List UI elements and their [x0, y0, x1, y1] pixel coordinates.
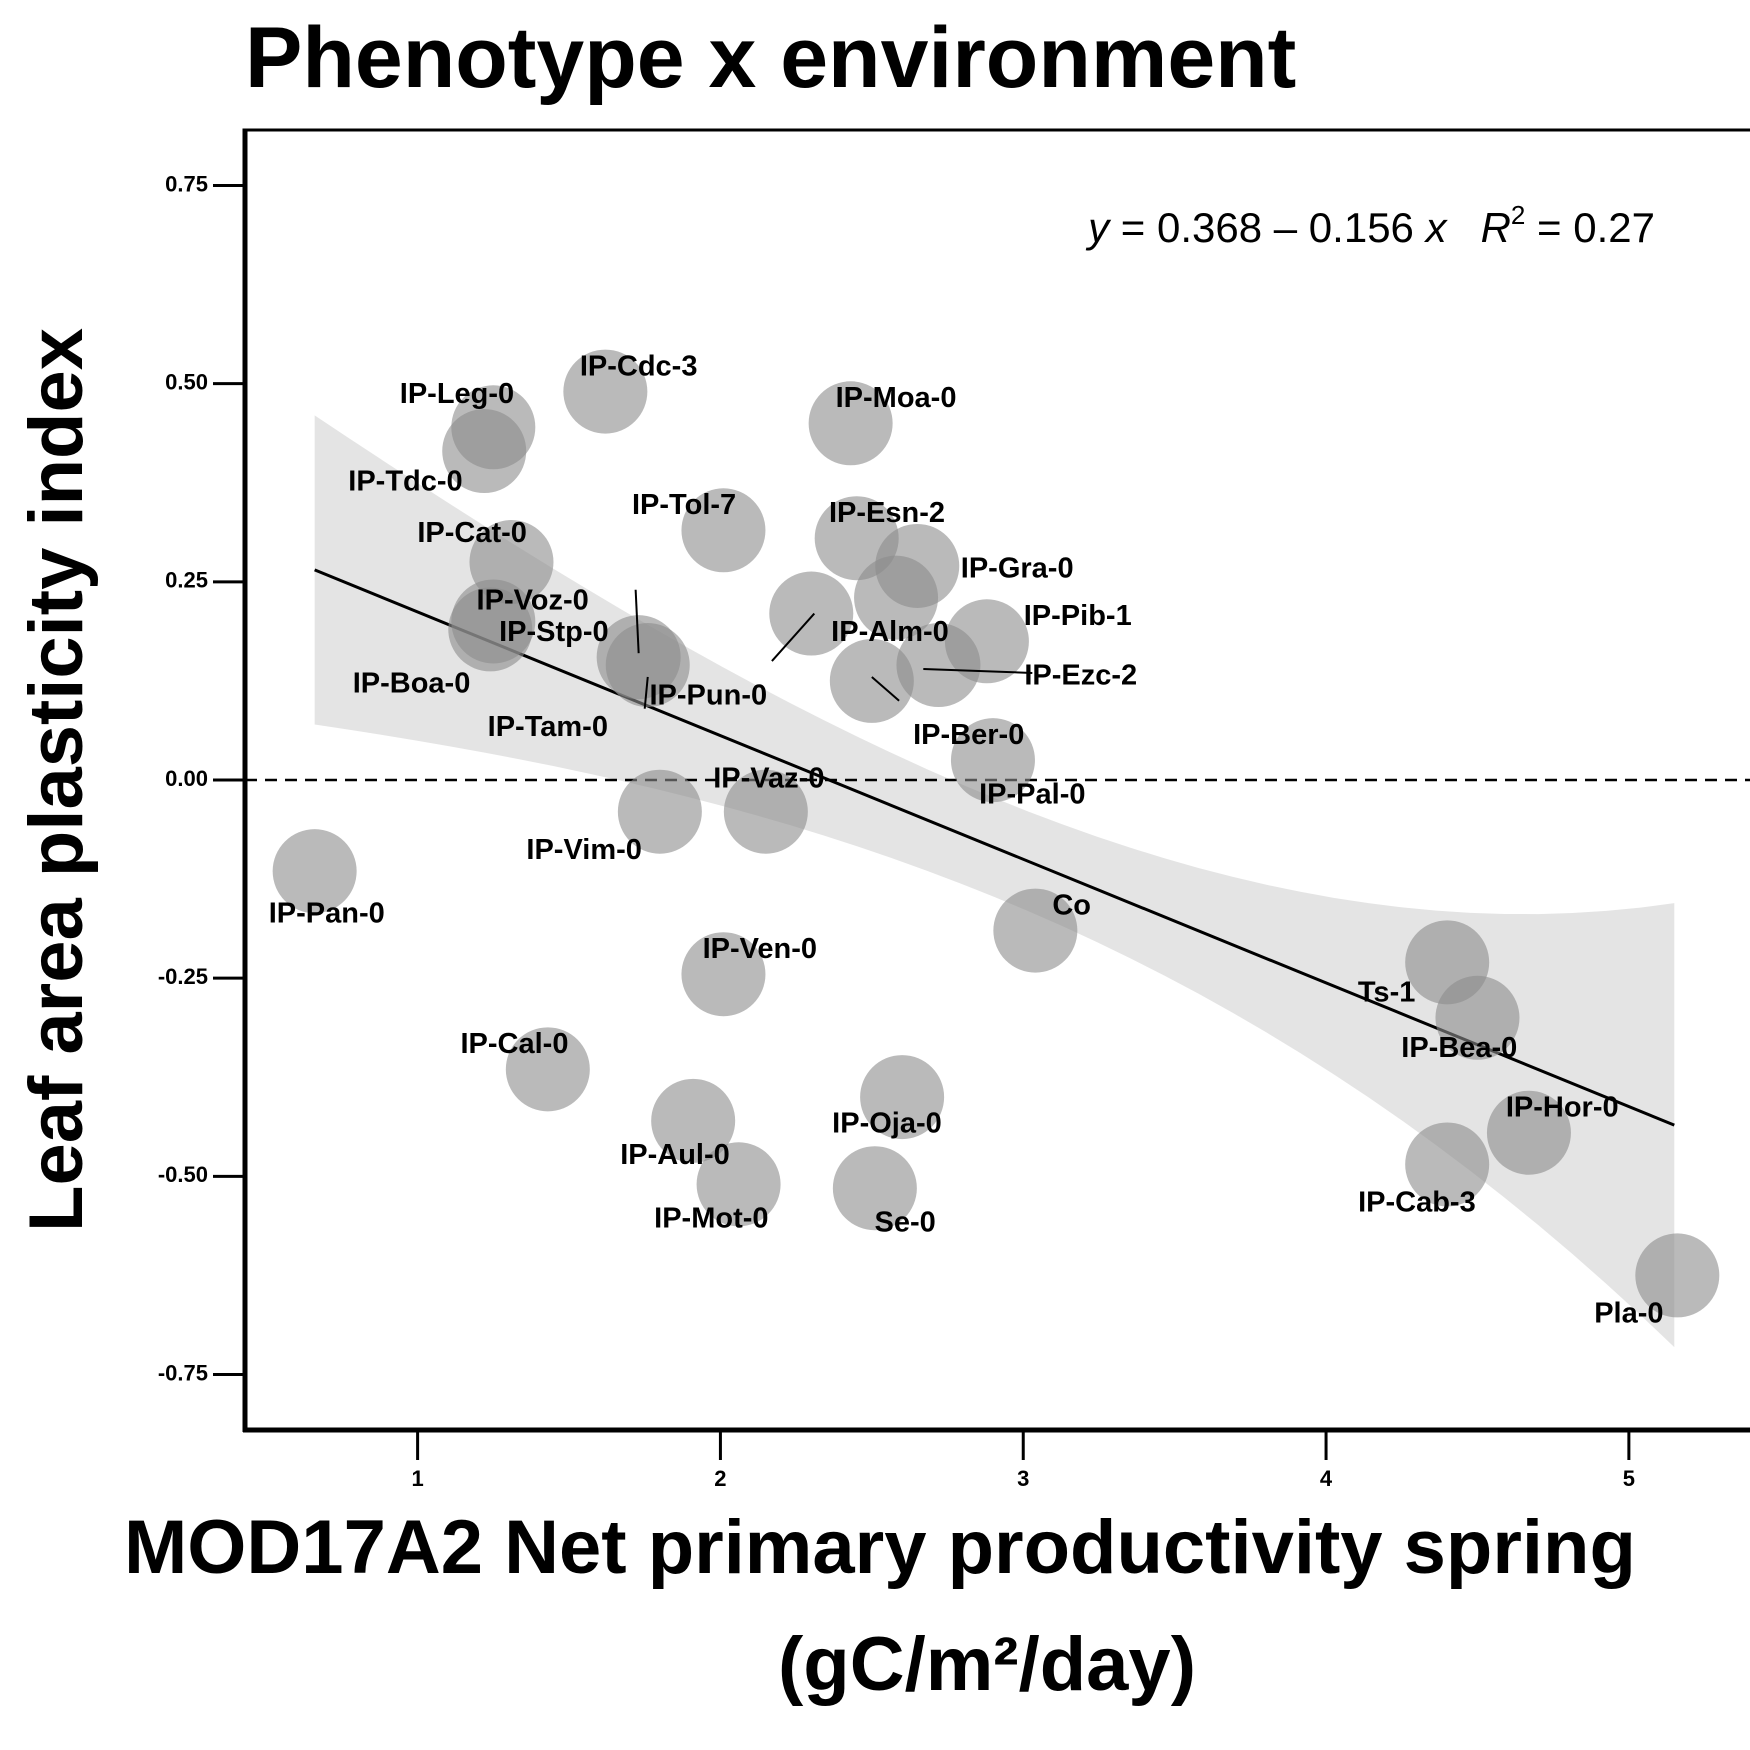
point-ip-bea-0: [1435, 975, 1520, 1060]
point-ip-oja-0: [860, 1055, 945, 1140]
x-tick-label: 2: [714, 1466, 726, 1491]
label-ip-cal-0: IP-Cal-0: [461, 1028, 569, 1060]
y-axis-title: Leaf area plasticity index: [14, 328, 99, 1232]
equation-var: x: [1424, 204, 1449, 251]
label-ip-mot-0: IP-Mot-0: [654, 1203, 768, 1235]
label-ip-pan-0: IP-Pan-0: [269, 897, 385, 929]
point-ip-boa-0: [451, 579, 536, 664]
point-ip-alm-0: [854, 555, 939, 640]
r2-superscript: 2: [1511, 200, 1525, 230]
point-ip-aul-0: [651, 1078, 736, 1163]
leader-line: [871, 676, 900, 702]
axes: 0.75 0.50 0.25 0.00 -0.25 -0.50 -0.75 1 2 3 4 5: [158, 128, 1750, 1491]
label-ip-bea-0: IP-Bea-0: [1401, 1032, 1517, 1064]
point-ip-cal-0: [505, 1027, 590, 1112]
label-ip-aul-0: IP-Aul-0: [620, 1139, 730, 1171]
y-tick-label: 0.00: [165, 766, 208, 791]
label-ip-gra-0: IP-Gra-0: [961, 553, 1074, 585]
point-ip-pal-0: [950, 718, 1035, 803]
leader-line: [643, 676, 649, 709]
x-tick-label: 4: [1320, 1466, 1333, 1491]
x-tick-label: 1: [411, 1466, 423, 1491]
point-ip-ven-0: [681, 932, 766, 1017]
label-ip-leg-0: IP-Leg-0: [400, 378, 514, 410]
label-ip-tdc-0: IP-Tdc-0: [348, 465, 462, 497]
y-tick-label: 0.25: [165, 568, 208, 593]
leader-line: [923, 668, 1033, 674]
point-ip-mot-0: [696, 1142, 781, 1227]
label-ip-vaz-0: IP-Vaz-0: [713, 763, 824, 795]
label-ip-esn-2: IP-Esn-2: [829, 497, 945, 529]
point-ip-ber-0: [829, 638, 914, 723]
y-tick-label: -0.50: [158, 1162, 208, 1187]
label-pla-0: Pla-0: [1594, 1298, 1663, 1330]
label-ts-1: Ts-1: [1358, 977, 1415, 1009]
point-ip-vaz-0: [723, 769, 808, 854]
equation-lhs: y: [1085, 204, 1112, 251]
label-ip-ezc-2: IP-Ezc-2: [1024, 660, 1137, 692]
label-ip-hor-0: IP-Hor-0: [1506, 1092, 1619, 1124]
point-ip-pan-0: [272, 829, 357, 914]
label-co: Co: [1052, 889, 1091, 921]
x-tick-label: 5: [1623, 1466, 1635, 1491]
y-tick-label: -0.25: [158, 964, 208, 989]
x-axis-title: MOD17A2 Net primary productivity spring: [124, 1505, 1636, 1590]
label-ip-stp-0: IP-Stp-0: [499, 616, 609, 648]
label-ip-boa-0: IP-Boa-0: [353, 668, 471, 700]
label-ip-voz-0: IP-Voz-0: [477, 584, 589, 616]
point-ip-ezc-2: [896, 623, 981, 708]
label-ip-pun-0: IP-Pun-0: [649, 679, 767, 711]
label-ip-pal-0: IP-Pal-0: [979, 779, 1085, 811]
point-ip-moa-0: [808, 381, 893, 466]
point-ip-cdc-3: [563, 349, 648, 434]
label-ip-alm-0: IP-Alm-0: [831, 616, 949, 648]
label-ip-pib-1: IP-Pib-1: [1024, 600, 1132, 632]
label-ip-ber-0: IP-Ber-0: [913, 719, 1024, 751]
label-ip-moa-0: IP-Moa-0: [836, 382, 957, 414]
label-ip-cab-3: IP-Cab-3: [1358, 1187, 1476, 1219]
regression-equation: y = 0.368 – 0.156 x R2 = 0.27: [1085, 200, 1655, 251]
point-ip-vim-0: [617, 769, 702, 854]
label-ip-cdc-3: IP-Cdc-3: [580, 350, 698, 382]
label-se-0: Se-0: [875, 1207, 936, 1239]
label-ip-oja-0: IP-Oja-0: [832, 1107, 942, 1139]
chart-title: Phenotype x environment: [245, 10, 1296, 106]
r2-value: = 0.27: [1525, 204, 1655, 251]
label-ip-tol-7: IP-Tol-7: [632, 489, 736, 521]
point-se-0: [832, 1146, 917, 1231]
point-ip-pun-0: [769, 571, 854, 656]
label-ip-vim-0: IP-Vim-0: [526, 834, 642, 866]
x-axis-unit: (gC/m²/day): [778, 1622, 1196, 1707]
point-ip-tdc-0: [442, 409, 527, 494]
point-ip-hor-0: [1486, 1090, 1571, 1175]
y-tick-label: 0.75: [165, 171, 208, 196]
leader-line: [771, 612, 816, 662]
label-ip-tam-0: IP-Tam-0: [488, 711, 608, 743]
y-tick-label: 0.50: [165, 369, 208, 394]
point-ip-tam-0: [605, 623, 690, 708]
x-tick-label: 3: [1017, 1466, 1029, 1491]
equation-expr: = 0.368 – 0.156: [1109, 204, 1425, 251]
point-co: [993, 888, 1078, 973]
plot-area: IP-Leg-0 IP-Tdc-0 IP-Cdc-3 IP-Moa-0 IP-Cat-0…: [245, 349, 1750, 1348]
y-tick-label: -0.75: [158, 1360, 208, 1385]
r2-label: R: [1481, 204, 1511, 251]
point-ip-tol-7: [681, 488, 766, 573]
point-pla-0: [1635, 1233, 1720, 1318]
label-ip-ven-0: IP-Ven-0: [703, 933, 817, 965]
point-ip-cab-3: [1405, 1122, 1490, 1207]
leader-line: [634, 589, 640, 654]
label-ip-cat-0: IP-Cat-0: [417, 517, 527, 549]
